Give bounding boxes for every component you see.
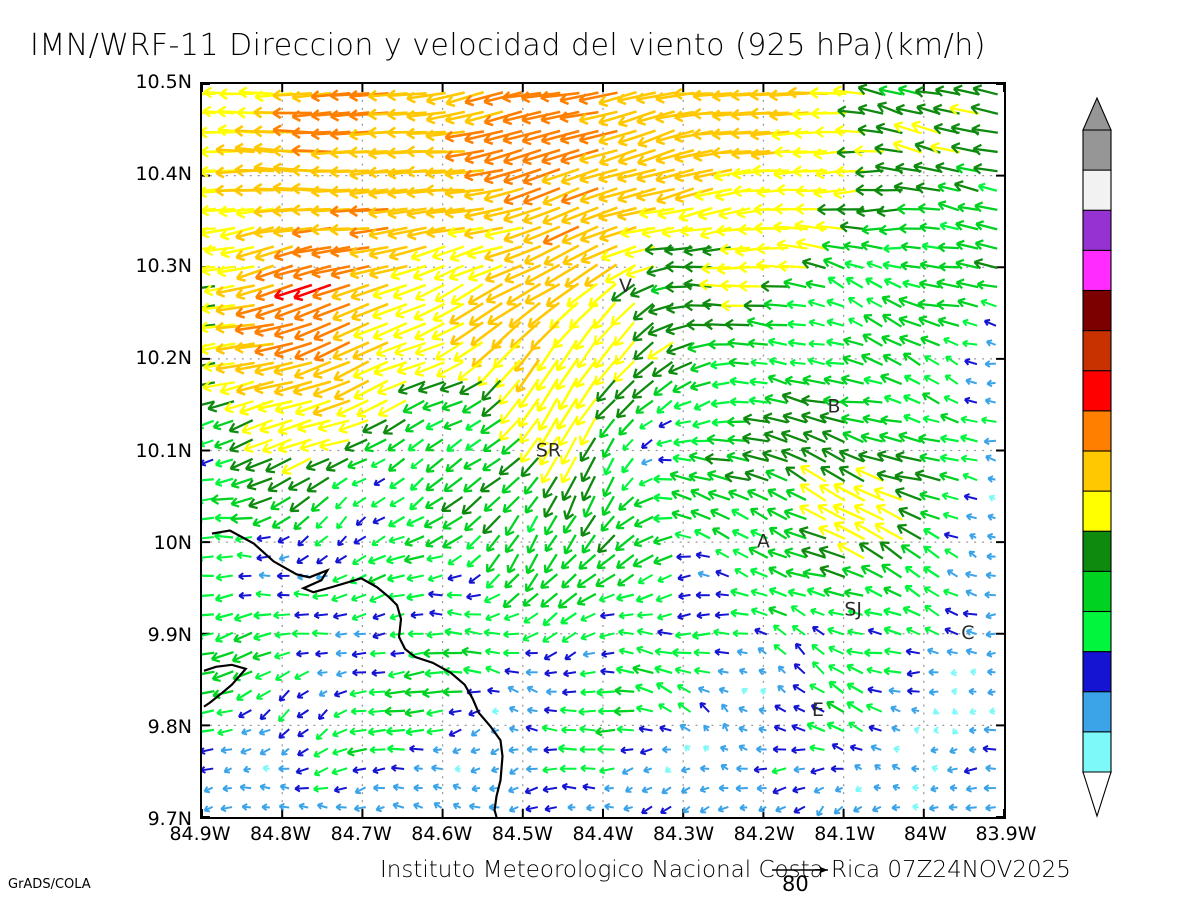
map-city-label: B (827, 395, 840, 417)
x-axis-tick: 84.5W (491, 823, 553, 845)
y-axis-tick: 10.3N (135, 255, 192, 278)
coastline (203, 529, 504, 817)
software-credit: GrADS/COLA (8, 877, 91, 892)
x-axis-tick: 84.7W (330, 823, 392, 845)
footer-credit: Instituto Meteorologico Nacional Costa R… (380, 857, 1071, 883)
x-axis-tick: 84W (903, 823, 947, 845)
map-city-label: SR (536, 439, 561, 461)
reference-vector-arrow (772, 866, 828, 874)
colorbar: 20015012010090756050403025201512.573.5 (1060, 88, 1200, 828)
x-axis-tick: 84.9W (169, 823, 231, 845)
y-axis-tick: 10.5N (135, 71, 192, 93)
wind-vector-field (202, 84, 999, 817)
map-city-label: E (812, 699, 824, 721)
city-labels: V B SR A SJ C E (536, 275, 975, 721)
x-axis-tick: 83.9W (975, 823, 1037, 845)
y-axis-tick: 9.9N (147, 623, 192, 646)
map-city-label: C (961, 622, 974, 644)
y-axis-tick: 9.8N (147, 715, 192, 738)
y-axis-tick: 9.7N (147, 808, 192, 830)
map-city-label: A (757, 530, 770, 552)
y-axis-tick: 10.1N (135, 439, 192, 462)
map-city-label: V (619, 275, 632, 297)
map-city-label: SJ (844, 598, 862, 620)
y-axis-tick: 10N (153, 531, 192, 554)
x-axis-tick: 84.8W (250, 823, 312, 845)
x-axis-tick: 84.6W (411, 823, 473, 845)
reference-vector-label: 80 (782, 872, 809, 896)
plot-area: V B SR A SJ C E (200, 82, 1006, 819)
x-axis-tick: 84.1W (814, 823, 876, 845)
x-axis-tick: 84.3W (653, 823, 715, 845)
y-axis-tick: 10.2N (135, 347, 192, 370)
colorbar-swatches (1082, 96, 1112, 818)
x-axis-tick: 84.4W (572, 823, 634, 845)
x-axis-tick: 84.2W (733, 823, 795, 845)
page-title: IMN/WRF-11 Direccion y velocidad del vie… (30, 28, 986, 63)
y-axis-tick: 10.4N (135, 163, 192, 186)
